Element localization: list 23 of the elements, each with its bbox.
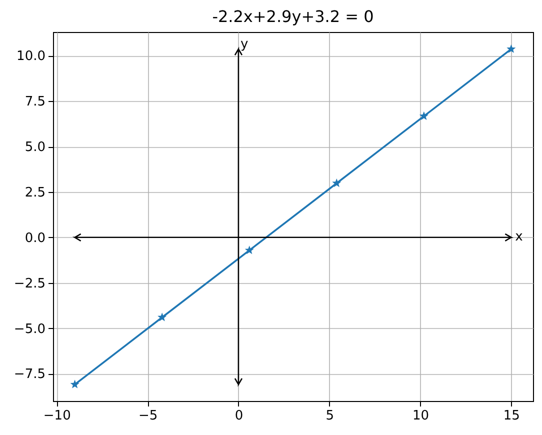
y-tick-label: −5.0 bbox=[14, 322, 46, 337]
y-tick-label: −7.5 bbox=[14, 367, 46, 382]
point bbox=[70, 380, 80, 388]
y-tick-label: 5.0 bbox=[24, 140, 46, 156]
x-tick-label: 0 bbox=[234, 408, 244, 424]
x-tick-label: −10 bbox=[43, 408, 71, 424]
chart-title: -2.2x+2.9y+3.2 = 0 bbox=[212, 7, 374, 26]
y-tick-label: 0.0 bbox=[24, 230, 46, 246]
point bbox=[419, 111, 428, 120]
y-tick-label: 7.5 bbox=[24, 94, 46, 110]
y-tick-label: 10.0 bbox=[16, 49, 46, 64]
x-tick-label: 10 bbox=[412, 408, 430, 424]
y-tick-label: −2.5 bbox=[14, 276, 46, 292]
point bbox=[506, 44, 516, 53]
point bbox=[158, 312, 167, 322]
x-tick-label: 15 bbox=[503, 408, 520, 424]
point bbox=[332, 178, 342, 188]
point bbox=[244, 246, 254, 254]
ref-line-label: y bbox=[240, 37, 248, 52]
x-tick-label: −5 bbox=[138, 408, 158, 424]
ref-line-label: x bbox=[515, 229, 524, 244]
y-tick-label: 2.5 bbox=[24, 185, 46, 200]
x-tick-label: 5 bbox=[326, 408, 334, 424]
